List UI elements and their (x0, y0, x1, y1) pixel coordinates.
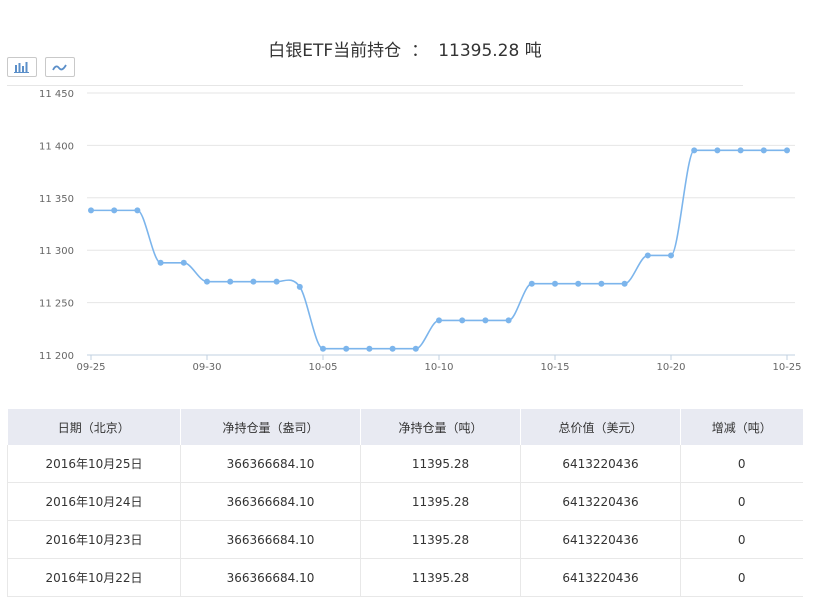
cell-value: 6413220436 (520, 520, 681, 559)
data-point (412, 345, 419, 352)
x-tick-label: 09-25 (76, 362, 105, 373)
data-point (273, 278, 280, 285)
header-tonnes: 净持仓量（吨） (360, 409, 521, 445)
data-point (668, 252, 674, 259)
data-point (250, 278, 257, 285)
cell-date: 2016年10月25日 (7, 445, 181, 483)
title-text: 白银ETF当前持仓 (268, 41, 402, 61)
line-chart-icon (52, 64, 67, 71)
data-point (575, 280, 582, 287)
data-point (88, 207, 94, 214)
data-point (436, 317, 442, 324)
data-point (505, 317, 512, 324)
data-point (621, 280, 628, 287)
cell-value: 6413220436 (520, 445, 681, 483)
y-tick-label: 11 300 (39, 246, 74, 257)
table-row: 2016年10月25日 366366684.10 11395.28 641322… (7, 445, 803, 483)
data-point (296, 283, 303, 290)
data-point (760, 147, 767, 154)
data-point (204, 278, 210, 285)
x-tick-label: 10-15 (540, 362, 569, 373)
cell-change: 0 (680, 482, 803, 521)
cell-ounces: 366366684.10 (180, 482, 361, 521)
data-point (552, 280, 558, 287)
cell-date: 2016年10月23日 (7, 520, 181, 559)
header-value: 总价值（美元） (520, 409, 681, 445)
data-point (691, 147, 698, 154)
x-tick-label: 10-25 (772, 362, 801, 373)
title-colon: ： (411, 41, 429, 61)
data-point (366, 345, 373, 352)
data-point (459, 317, 466, 324)
bar-chart-icon (14, 62, 29, 73)
cell-change: 0 (680, 445, 803, 483)
line-chart: 11 200 11 250 11 300 11 350 11 400 11 450 09-2… (39, 89, 802, 373)
cell-date: 2016年10月24日 (7, 482, 181, 521)
data-point (227, 278, 234, 285)
data-point (482, 317, 489, 324)
cell-ounces: 366366684.10 (180, 445, 361, 483)
data-point (784, 147, 790, 154)
chart-title: 白银ETF当前持仓 ： 11395.28 吨 (0, 36, 810, 61)
holdings-table: 日期（北京） 净持仓量（盎司） 净持仓量（吨） 总价值（美元） 增减（吨） 20… (7, 409, 803, 597)
y-tick-label: 11 250 (39, 299, 74, 310)
table-row: 2016年10月24日 366366684.10 11395.28 641322… (7, 482, 803, 521)
line-chart-button[interactable] (45, 57, 75, 77)
data-point (157, 259, 164, 266)
data-point (714, 147, 721, 154)
data-point (343, 345, 350, 352)
x-tick-label: 10-20 (656, 362, 685, 373)
data-point (320, 345, 326, 352)
top-divider (7, 85, 743, 86)
chart-toolbar (7, 57, 75, 77)
bar-chart-button[interactable] (7, 57, 37, 77)
data-point (111, 207, 118, 214)
data-point (389, 345, 396, 352)
cell-tonnes: 11395.28 (360, 520, 521, 559)
x-tick-label: 09-30 (192, 362, 221, 373)
header-change: 增减（吨） (680, 409, 803, 445)
y-tick-label: 11 400 (39, 141, 74, 152)
y-tick-label: 11 450 (39, 89, 74, 100)
cell-value: 6413220436 (520, 482, 681, 521)
data-point (644, 252, 651, 259)
y-tick-label: 11 350 (39, 194, 74, 205)
cell-tonnes: 11395.28 (360, 482, 521, 521)
header-ounces: 净持仓量（盎司） (180, 409, 361, 445)
x-tick-label: 10-10 (424, 362, 453, 373)
cell-ounces: 366366684.10 (180, 520, 361, 559)
data-point (180, 259, 187, 266)
x-tick-label: 10-05 (308, 362, 337, 373)
title-value: 11395.28 吨 (438, 41, 542, 61)
data-point (737, 147, 744, 154)
data-point (598, 280, 605, 287)
cell-change: 0 (680, 520, 803, 559)
table-header-row: 日期（北京） 净持仓量（盎司） 净持仓量（吨） 总价值（美元） 增减（吨） (7, 409, 803, 445)
data-point (134, 207, 141, 214)
cell-tonnes: 11395.28 (360, 445, 521, 483)
y-tick-label: 11 200 (39, 351, 74, 362)
header-date: 日期（北京） (7, 409, 181, 445)
table-row: 2016年10月23日 366366684.10 11395.28 641322… (7, 520, 803, 559)
data-point (528, 280, 535, 287)
